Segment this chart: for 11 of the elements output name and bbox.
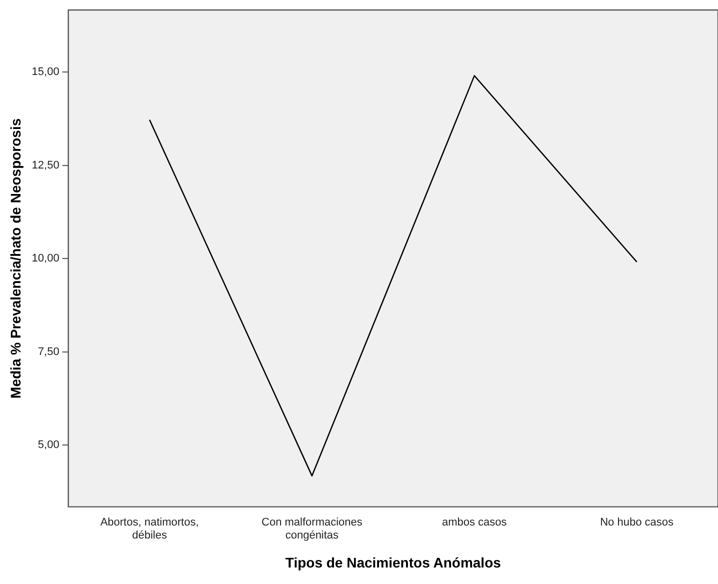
- x-tick-label: ambos casos: [442, 516, 508, 528]
- x-tick-label: No hubo casos: [600, 516, 674, 528]
- y-tick-label: 5,00: [38, 439, 60, 452]
- y-tick-label: 7,50: [38, 346, 60, 358]
- x-axis-title: Tipos de Nacimientos Anómalos: [285, 554, 502, 570]
- y-tick-label: 15,00: [32, 66, 60, 78]
- y-axis-title: Media % Prevalencia/hato de Neosporosis: [7, 118, 24, 398]
- y-tick-label: 10,00: [32, 252, 60, 265]
- x-tick-label: Abortos, natimortos, débiles: [100, 516, 199, 542]
- x-tick-label: Con malformaciones congénitas: [262, 516, 363, 542]
- y-tick-label: 12,50: [32, 159, 60, 172]
